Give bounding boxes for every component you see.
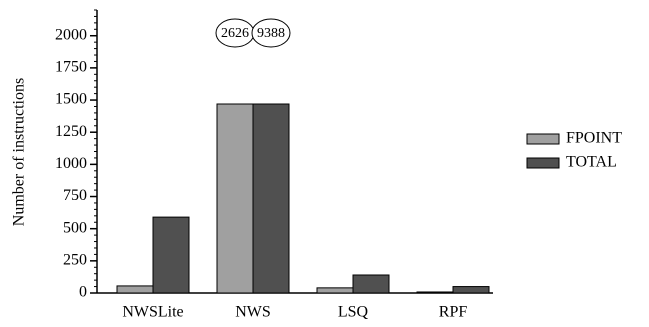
y-tick-label: 750 [63, 187, 87, 204]
y-tick-label: 1500 [55, 91, 87, 108]
y-tick-label: 1750 [55, 59, 87, 76]
x-tick-label: LSQ [338, 304, 369, 321]
x-tick-label: NWSLite [122, 304, 183, 321]
bar [352, 274, 390, 294]
y-tick-label: 2000 [55, 26, 87, 43]
value-label: 2626 [221, 26, 249, 41]
y-tick-label: 1000 [55, 155, 87, 172]
bar [452, 286, 490, 294]
bar [116, 285, 154, 294]
bar [152, 216, 190, 294]
legend-swatch [526, 133, 560, 145]
bar [252, 103, 290, 294]
bar [316, 287, 354, 294]
x-tick-label: RPF [439, 304, 468, 321]
y-tick-label: 0 [79, 284, 87, 301]
value-label-oval [251, 18, 291, 48]
legend-label: FPOINT [566, 130, 622, 147]
y-tick-label: 1250 [55, 123, 87, 140]
y-axis-label: Number of instructions [11, 78, 28, 226]
legend-swatch [526, 157, 560, 169]
y-tick-label: 250 [63, 252, 87, 269]
bar [416, 291, 454, 294]
value-label: 9388 [257, 26, 285, 41]
bar [216, 103, 254, 294]
legend-label: TOTAL [566, 154, 617, 171]
x-tick-label: NWS [235, 304, 271, 321]
y-tick-label: 500 [63, 219, 87, 236]
